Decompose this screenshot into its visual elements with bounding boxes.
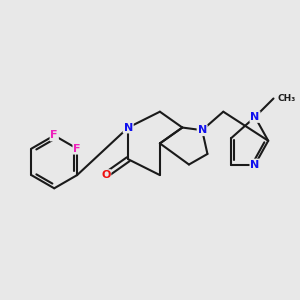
Text: F: F	[50, 130, 58, 140]
Text: N: N	[124, 122, 133, 133]
Text: O: O	[101, 170, 110, 180]
Text: F: F	[74, 144, 81, 154]
Text: N: N	[197, 125, 207, 135]
Text: N: N	[250, 160, 260, 170]
Text: N: N	[250, 112, 260, 122]
Text: CH₃: CH₃	[278, 94, 296, 103]
